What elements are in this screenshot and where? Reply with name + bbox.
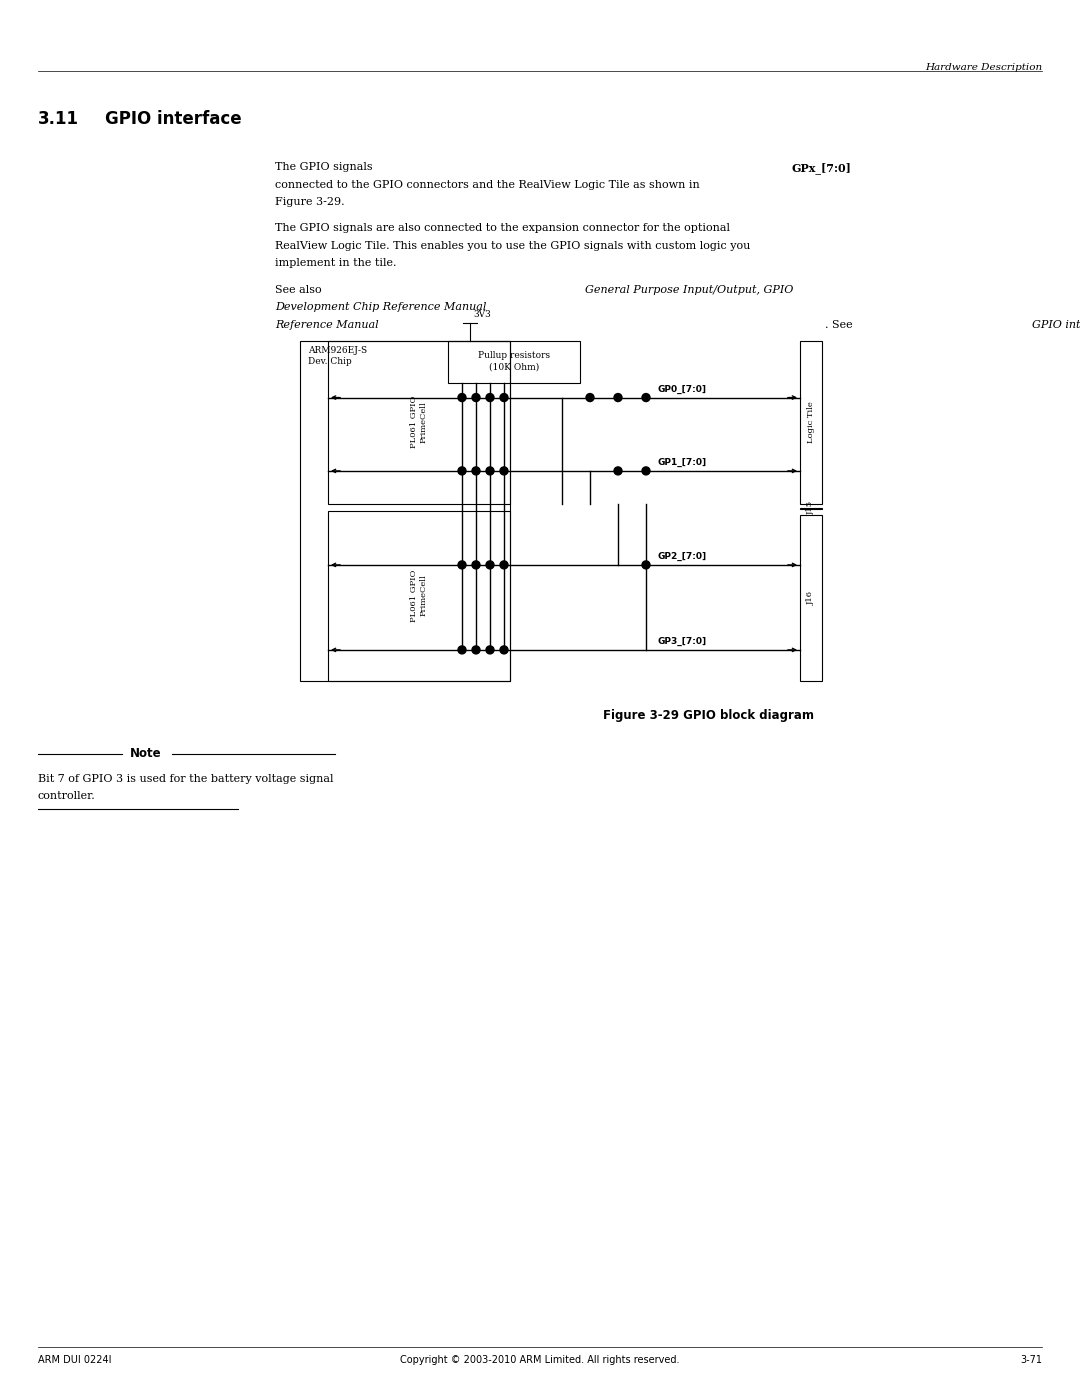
Circle shape — [500, 562, 508, 569]
Text: GPIO interface: GPIO interface — [105, 110, 242, 129]
Text: General Purpose Input/Output, GPIO: General Purpose Input/Output, GPIO — [584, 285, 793, 295]
Circle shape — [642, 562, 650, 569]
Bar — [800, 341, 822, 503]
Text: Figure 3-29.: Figure 3-29. — [275, 197, 345, 207]
Text: GPx_[7:0]: GPx_[7:0] — [792, 162, 852, 173]
Circle shape — [615, 467, 622, 475]
Bar — [300, 341, 510, 680]
Bar — [328, 341, 510, 503]
Text: GP3_[7:0]: GP3_[7:0] — [658, 637, 707, 645]
Text: Development Chip Reference Manual: Development Chip Reference Manual — [275, 302, 486, 312]
Circle shape — [615, 394, 622, 401]
Text: Bit 7 of GPIO 3 is used for the battery voltage signal: Bit 7 of GPIO 3 is used for the battery … — [38, 774, 337, 784]
Circle shape — [458, 467, 465, 475]
Circle shape — [472, 467, 480, 475]
Text: PL061 GPIO
PrimeCell: PL061 GPIO PrimeCell — [410, 570, 428, 622]
Circle shape — [458, 645, 465, 654]
Circle shape — [500, 394, 508, 401]
Circle shape — [472, 394, 480, 401]
Text: Logic Tile: Logic Tile — [807, 401, 815, 443]
Circle shape — [642, 394, 650, 401]
Text: ARM926EJ-S
Dev. Chip: ARM926EJ-S Dev. Chip — [308, 345, 367, 366]
Text: connected to the GPIO connectors and the RealView Logic Tile as shown in: connected to the GPIO connectors and the… — [275, 179, 700, 190]
Text: 3-71: 3-71 — [1020, 1355, 1042, 1365]
Text: GP2_[7:0]: GP2_[7:0] — [658, 552, 707, 562]
Circle shape — [486, 645, 494, 654]
Text: . See: . See — [825, 320, 856, 330]
Text: Note: Note — [130, 747, 162, 760]
Text: Figure 3-29 GPIO block diagram: Figure 3-29 GPIO block diagram — [603, 708, 814, 721]
Text: The GPIO signals are also connected to the expansion connector for the optional: The GPIO signals are also connected to t… — [275, 224, 730, 233]
Text: GP1_[7:0]: GP1_[7:0] — [658, 458, 707, 467]
Text: ARM DUI 0224I: ARM DUI 0224I — [38, 1355, 111, 1365]
Text: J16: J16 — [807, 591, 815, 605]
Text: controller.: controller. — [38, 791, 96, 800]
Circle shape — [642, 467, 650, 475]
Text: See also: See also — [275, 285, 325, 295]
Text: GP0_[7:0]: GP0_[7:0] — [658, 384, 707, 394]
Bar — [800, 514, 822, 680]
Text: J15: J15 — [807, 502, 815, 515]
Circle shape — [458, 394, 465, 401]
Circle shape — [500, 467, 508, 475]
Circle shape — [472, 645, 480, 654]
Text: GPIO interface: GPIO interface — [1031, 320, 1080, 330]
Text: RealView Logic Tile. This enables you to use the GPIO signals with custom logic : RealView Logic Tile. This enables you to… — [275, 240, 751, 250]
Circle shape — [458, 562, 465, 569]
Text: Hardware Description: Hardware Description — [924, 63, 1042, 73]
Text: Copyright © 2003-2010 ARM Limited. All rights reserved.: Copyright © 2003-2010 ARM Limited. All r… — [401, 1355, 679, 1365]
Bar — [800, 507, 822, 509]
Text: Pullup resistors
(10K Ohm): Pullup resistors (10K Ohm) — [478, 352, 550, 372]
Text: 3V3: 3V3 — [473, 310, 490, 319]
Bar — [328, 510, 510, 680]
Circle shape — [586, 394, 594, 401]
Circle shape — [486, 394, 494, 401]
Circle shape — [500, 645, 508, 654]
Text: 3.11: 3.11 — [38, 110, 79, 129]
Bar — [448, 341, 580, 383]
Text: Reference Manual: Reference Manual — [275, 320, 379, 330]
Circle shape — [486, 562, 494, 569]
Text: implement in the tile.: implement in the tile. — [275, 258, 396, 268]
Text: The GPIO signals: The GPIO signals — [275, 162, 376, 172]
Circle shape — [472, 562, 480, 569]
Circle shape — [486, 467, 494, 475]
Text: PL061 GPIO
PrimeCell: PL061 GPIO PrimeCell — [410, 395, 428, 448]
